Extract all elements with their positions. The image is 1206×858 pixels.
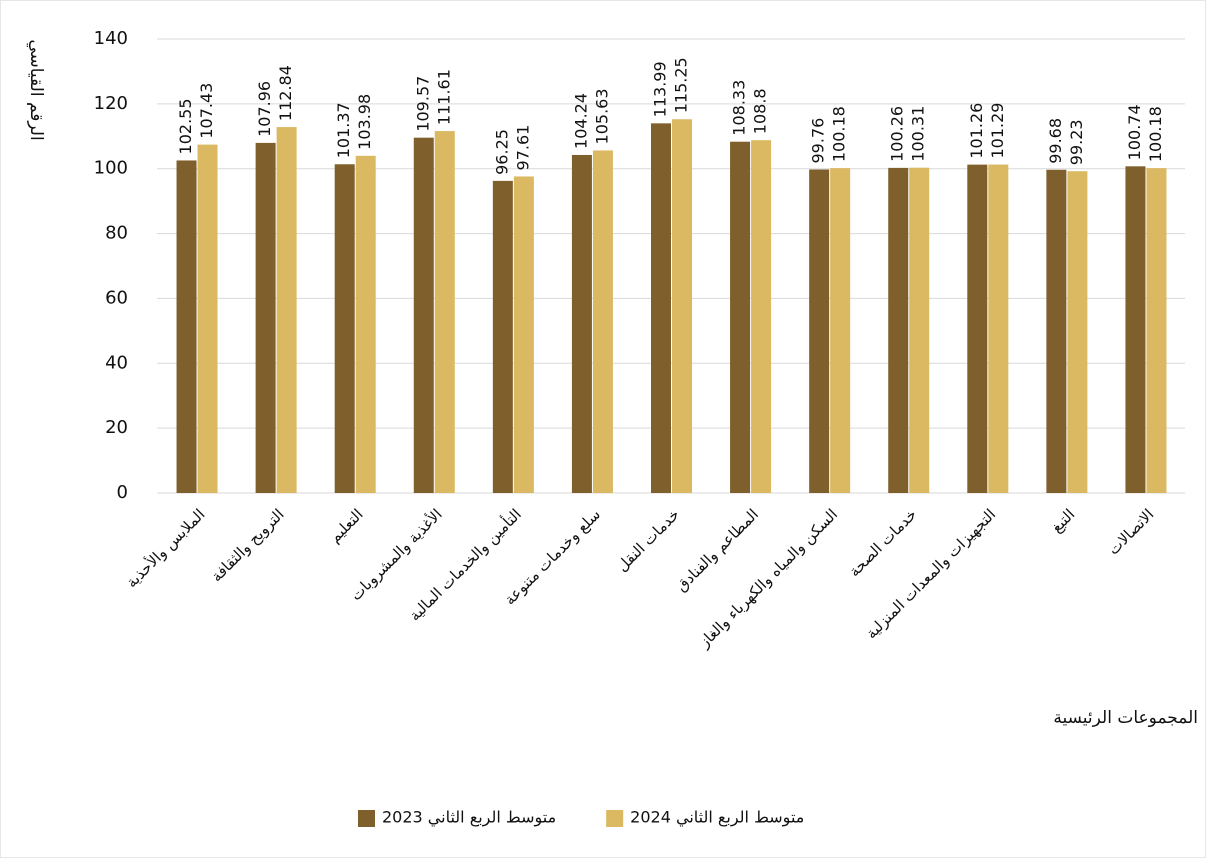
bar [809,169,830,494]
x-tick-label: التبغ [1047,505,1078,536]
bar [751,140,772,494]
y-tick-label: 40 [105,352,128,373]
bar [255,142,276,494]
x-tick-label: الملابس والأحذية [122,505,209,592]
value-label: 101.26 [967,103,986,159]
value-label: 99.23 [1067,119,1086,165]
x-tick-label: المطاعم والفنادق [672,505,762,595]
value-label: 101.37 [334,102,353,158]
bar [1125,166,1146,493]
bar [730,141,751,493]
value-label: 100.31 [909,106,928,162]
bar [355,155,376,493]
x-tick-label: السكن والمياه والكهرباء والغاز [695,505,841,651]
value-label: 104.24 [571,93,590,149]
bar [888,167,909,493]
y-tick-label: 100 [94,158,128,179]
bar [176,160,197,493]
y-tick-label: 140 [94,28,128,49]
legend-swatch [606,810,624,827]
x-tick-label: الترويح والثقافة [208,505,288,585]
y-tick-label: 0 [117,482,128,503]
value-label: 103.98 [355,94,374,150]
bar [909,167,930,494]
bar [967,164,988,493]
value-label: 100.18 [1146,106,1165,162]
y-axis-title: الرقم القياسي [26,39,46,140]
value-label: 99.68 [1046,118,1065,164]
value-label: 112.84 [276,65,295,121]
value-label: 108.33 [730,80,749,136]
value-label: 105.63 [592,88,611,144]
value-label: 113.99 [651,61,670,117]
bar [592,150,613,493]
value-label: 99.76 [809,118,828,164]
bar [672,119,692,493]
bar [434,131,455,494]
bar [651,123,671,494]
bar [413,137,434,493]
value-label: 97.61 [513,125,532,171]
x-tick-label: الاتصالات [1104,505,1157,558]
value-label: 107.43 [197,83,216,139]
x-tick-label: خدمات الصحة [845,505,920,580]
bar [197,144,218,493]
value-label: 100.18 [830,106,849,162]
bar [571,154,592,493]
value-label: 108.8 [751,88,770,134]
y-tick-label: 60 [105,287,128,308]
value-label: 100.74 [1125,104,1144,160]
x-tick-label: التعليم [326,505,367,546]
y-tick-label: 120 [94,93,128,114]
value-label: 100.26 [888,106,907,162]
bar [1067,171,1088,493]
value-label: 96.25 [492,129,511,175]
value-label: 115.25 [672,57,691,113]
y-tick-label: 80 [105,223,128,244]
value-label: 102.55 [176,98,195,154]
legend-label: متوسط الربع الثاني 2023 [382,808,556,828]
y-tick-label: 20 [105,417,128,438]
legend-swatch [358,810,375,827]
bar [334,164,355,493]
value-label: 111.61 [434,69,453,125]
legend-label: متوسط الربع الثاني 2024 [630,808,804,828]
bar [830,168,851,494]
value-label: 101.29 [988,103,1007,159]
x-axis-title: المجموعات الرئيسية [1053,708,1198,728]
x-tick-label: خدمات النقل [613,505,683,575]
bar [988,164,1009,493]
value-label: 107.96 [255,81,274,137]
bar [1146,168,1167,494]
bar [513,176,534,493]
bar [1046,169,1067,493]
bar [492,180,513,493]
value-label: 109.57 [413,76,432,132]
bar [276,127,297,494]
x-tick-label: التجهيزات والمعدات المنزلية [862,505,999,642]
